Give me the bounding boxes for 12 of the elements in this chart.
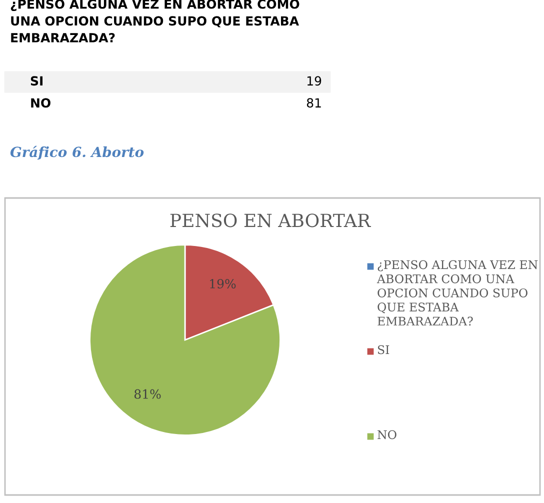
chart-title: PENSO EN ABORTAR: [170, 214, 372, 228]
legend-label: SI: [378, 345, 390, 354]
text: SI: [30, 76, 42, 86]
text: 19: [307, 76, 322, 86]
pie-slice: [89, 244, 281, 436]
legend-label: ¿PENSO ALGUNA VEZ EN ABORTAR COMO UNA OPCION CUANDO SUPO QUE ESTABA EMBARAZADA?: [376, 260, 538, 326]
data-label: 19%: [210, 279, 236, 288]
text: NO: [31, 98, 50, 108]
text: 81: [306, 98, 321, 108]
text: Gráfico 6. Aborto: [10, 146, 144, 160]
data-label: 81%: [134, 389, 161, 399]
legend-label: NO: [378, 430, 396, 440]
